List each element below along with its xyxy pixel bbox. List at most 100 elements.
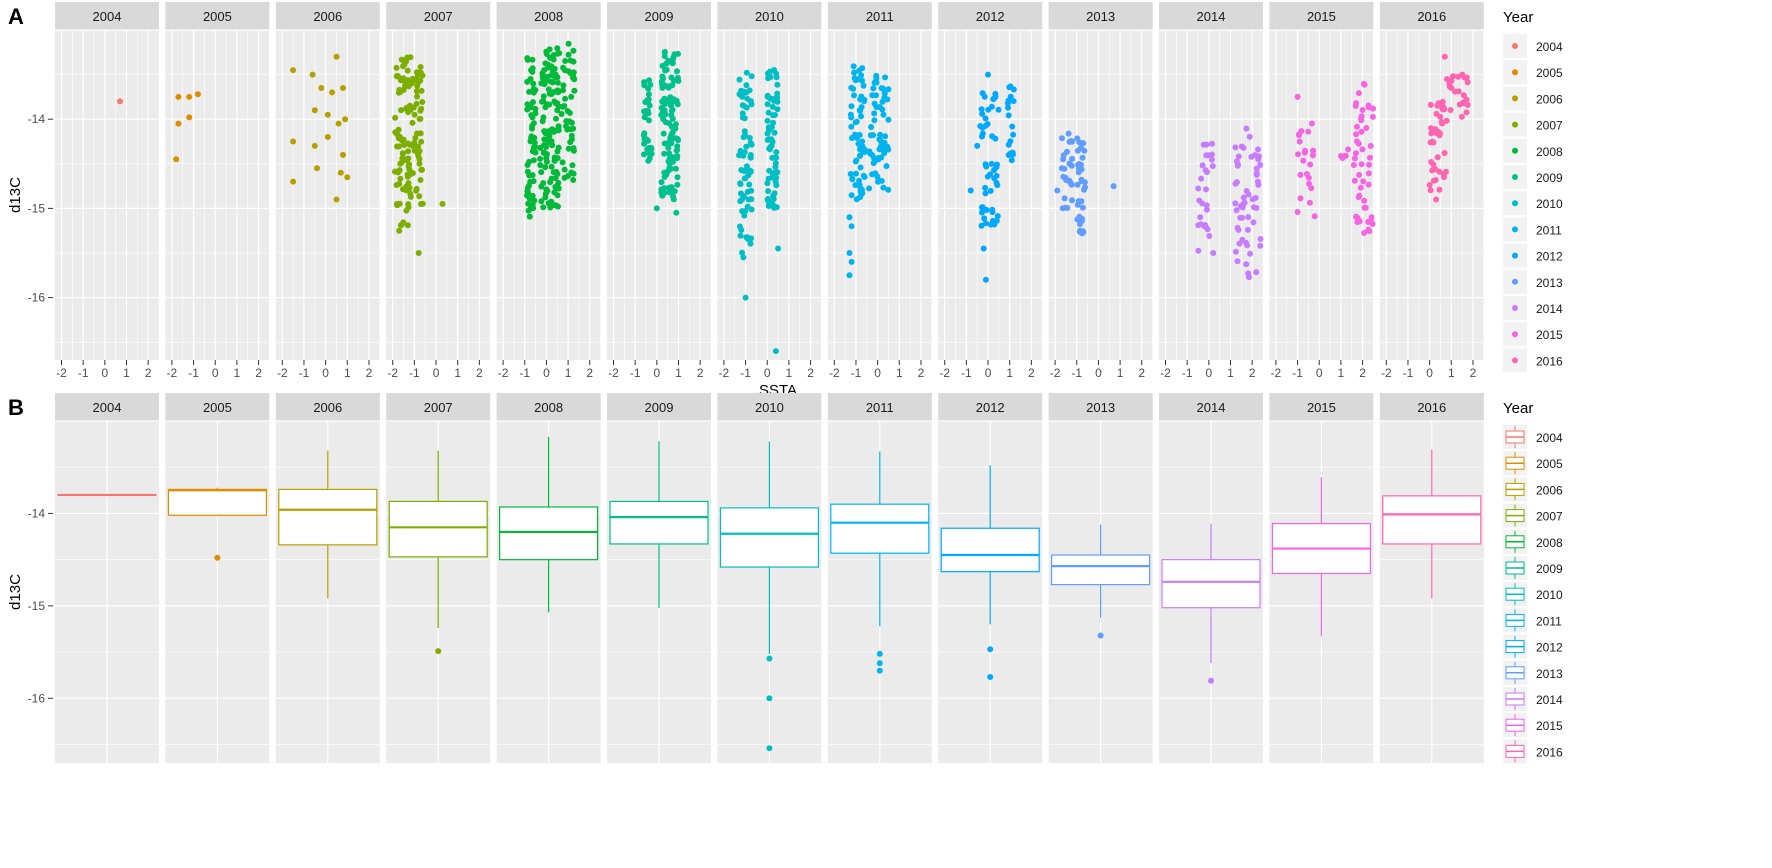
facet-strip bbox=[1159, 2, 1263, 30]
facet-strip-label: 2011 bbox=[866, 9, 894, 24]
data-point bbox=[1353, 213, 1360, 220]
data-point bbox=[670, 96, 677, 103]
facet-strip bbox=[1379, 393, 1484, 421]
x-tick-label: 2 bbox=[366, 366, 373, 380]
data-point bbox=[546, 128, 552, 135]
data-point bbox=[393, 73, 400, 80]
data-point bbox=[537, 144, 543, 151]
data-point bbox=[565, 40, 572, 47]
data-point bbox=[556, 50, 563, 57]
box bbox=[499, 506, 599, 561]
legend-label: 2011 bbox=[1536, 614, 1562, 628]
data-point bbox=[846, 250, 853, 256]
data-point bbox=[402, 83, 408, 90]
data-point bbox=[871, 110, 878, 117]
data-point bbox=[1460, 92, 1467, 99]
data-point bbox=[856, 107, 863, 114]
x-tick-label: 1 bbox=[1006, 366, 1013, 380]
data-point bbox=[342, 116, 349, 123]
data-point bbox=[736, 76, 743, 83]
data-point bbox=[568, 93, 575, 100]
data-point bbox=[398, 107, 405, 114]
data-point bbox=[878, 138, 885, 145]
data-point bbox=[551, 157, 558, 164]
x-tick-label: 1 bbox=[675, 366, 682, 380]
legend-point bbox=[1512, 357, 1518, 364]
facet-strip-label: 2013 bbox=[1086, 9, 1115, 24]
data-point bbox=[848, 103, 855, 110]
facet-strip-label: 2009 bbox=[645, 9, 674, 24]
data-point bbox=[1010, 98, 1017, 105]
data-point bbox=[994, 213, 1001, 220]
data-point bbox=[403, 58, 410, 65]
facet-strip-label: 2010 bbox=[755, 9, 784, 24]
x-tick-label: 0 bbox=[764, 366, 771, 380]
data-point bbox=[739, 93, 746, 100]
x-tick-label: 1 bbox=[565, 366, 572, 380]
panel-label: B bbox=[8, 395, 24, 420]
data-point bbox=[1079, 204, 1086, 211]
data-point bbox=[1208, 156, 1215, 163]
data-point bbox=[1357, 184, 1364, 191]
data-point bbox=[772, 160, 779, 167]
data-point bbox=[641, 151, 647, 158]
data-point bbox=[984, 121, 991, 127]
x-tick-label: -2 bbox=[1160, 366, 1171, 380]
data-point bbox=[537, 162, 544, 169]
facet-2014: 2014 bbox=[1159, 393, 1263, 763]
data-point bbox=[982, 276, 989, 283]
data-point bbox=[859, 143, 866, 150]
data-point bbox=[527, 76, 534, 82]
data-point bbox=[324, 111, 331, 118]
data-point bbox=[416, 160, 423, 167]
data-point bbox=[1234, 224, 1241, 231]
data-point bbox=[1198, 221, 1204, 228]
data-point bbox=[418, 105, 425, 112]
data-point bbox=[186, 93, 193, 100]
facet-strip bbox=[165, 2, 270, 30]
data-point bbox=[540, 93, 547, 100]
data-point bbox=[549, 79, 556, 86]
data-point bbox=[741, 128, 748, 135]
data-point bbox=[1310, 147, 1317, 154]
legend-point bbox=[1512, 252, 1518, 259]
data-point bbox=[967, 187, 974, 194]
data-point bbox=[764, 70, 771, 77]
data-point bbox=[765, 175, 772, 182]
data-point bbox=[773, 74, 780, 81]
y-tick-label: -15 bbox=[28, 201, 46, 215]
data-point bbox=[659, 98, 666, 105]
legend-label: 2005 bbox=[1536, 457, 1563, 471]
facet-strip bbox=[938, 393, 1043, 421]
data-point bbox=[406, 102, 413, 109]
data-point bbox=[1245, 214, 1252, 221]
data-point bbox=[418, 87, 425, 94]
data-point bbox=[414, 82, 421, 89]
data-point bbox=[1463, 96, 1470, 103]
x-tick-label: 0 bbox=[101, 366, 108, 380]
data-point bbox=[1356, 192, 1363, 199]
facet-strip-label: 2013 bbox=[1086, 400, 1115, 415]
data-point bbox=[769, 154, 776, 161]
facet-strip bbox=[386, 2, 491, 30]
data-point bbox=[329, 89, 336, 96]
data-point bbox=[404, 173, 411, 180]
data-point bbox=[990, 95, 997, 102]
data-point bbox=[416, 193, 423, 200]
data-point bbox=[562, 95, 569, 102]
x-tick-label: 0 bbox=[985, 366, 992, 380]
data-point bbox=[1436, 186, 1443, 193]
legend-point bbox=[1512, 331, 1518, 338]
data-point bbox=[409, 170, 416, 177]
data-point bbox=[419, 99, 426, 105]
data-point bbox=[397, 77, 404, 84]
data-point bbox=[740, 134, 747, 141]
data-point bbox=[554, 148, 561, 155]
data-point bbox=[669, 130, 676, 137]
data-point bbox=[404, 222, 411, 229]
data-point bbox=[1009, 123, 1016, 130]
facet-strip bbox=[386, 393, 491, 421]
data-point bbox=[540, 204, 547, 211]
data-point bbox=[194, 91, 201, 98]
data-point bbox=[1463, 109, 1470, 116]
